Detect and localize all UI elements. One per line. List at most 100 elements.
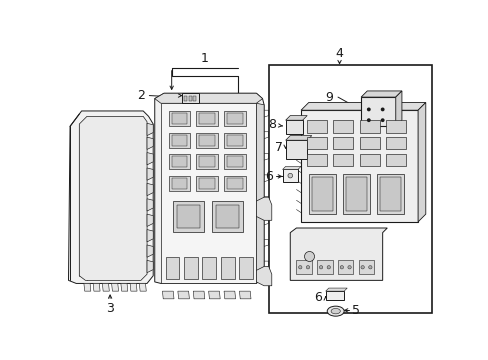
Polygon shape [256,266,271,286]
Bar [345,177,366,211]
Polygon shape [256,197,271,220]
Bar [183,96,187,101]
Bar [226,156,242,167]
Polygon shape [130,283,137,291]
Bar [301,110,417,222]
Circle shape [298,266,302,269]
Bar [211,201,242,232]
Polygon shape [147,245,153,257]
Bar [199,135,214,145]
Bar [168,132,190,148]
Bar [171,135,187,145]
Bar [202,257,216,279]
Circle shape [380,108,384,111]
Polygon shape [178,291,189,299]
Polygon shape [154,93,264,283]
Bar [215,205,238,228]
Bar [306,154,326,166]
Bar [226,178,242,189]
Bar [342,174,369,214]
Text: 9: 9 [324,91,332,104]
Circle shape [326,266,330,269]
Bar [337,260,353,274]
Polygon shape [208,291,220,299]
Bar [177,205,200,228]
Bar [385,154,405,166]
Polygon shape [325,288,346,291]
Ellipse shape [326,306,344,316]
Circle shape [368,266,371,269]
Text: 7: 7 [275,141,283,154]
Bar [224,132,245,148]
Polygon shape [147,153,153,165]
Bar [188,96,191,101]
Polygon shape [290,228,386,280]
Bar [224,154,245,170]
Text: 4: 4 [335,48,343,60]
Bar [199,178,214,189]
Bar [360,97,395,126]
Polygon shape [239,291,250,299]
Bar [196,132,218,148]
Circle shape [305,266,309,269]
Polygon shape [161,103,256,283]
Bar [239,257,253,279]
Bar [333,137,353,149]
Polygon shape [417,103,425,222]
Bar [376,174,404,214]
Polygon shape [147,230,153,242]
Bar [168,111,190,126]
Polygon shape [360,91,401,97]
Polygon shape [285,136,311,140]
Text: 6: 6 [264,170,272,183]
Text: 1: 1 [201,52,208,65]
Polygon shape [224,291,235,299]
Polygon shape [147,168,153,180]
Polygon shape [147,183,153,195]
Circle shape [340,266,343,269]
Bar [308,174,336,214]
Bar [325,291,344,300]
Bar [268,65,431,313]
Bar [285,140,306,159]
Ellipse shape [330,309,340,314]
Bar [199,113,214,124]
Polygon shape [68,111,153,283]
Polygon shape [139,283,146,291]
Polygon shape [182,93,199,103]
Bar [171,156,187,167]
Bar [196,176,218,191]
Polygon shape [147,123,153,136]
Circle shape [380,118,384,122]
Bar [173,201,203,232]
Bar [168,176,190,191]
Polygon shape [162,291,174,299]
Bar [317,260,332,274]
Polygon shape [121,283,127,291]
Bar [226,135,242,145]
Text: 6: 6 [313,291,321,304]
Circle shape [304,252,314,261]
Circle shape [366,108,370,111]
Bar [311,177,333,211]
Bar [171,113,187,124]
Circle shape [360,266,364,269]
Polygon shape [256,103,264,280]
Circle shape [319,266,322,269]
Polygon shape [147,260,153,273]
Text: 3: 3 [106,302,114,315]
Bar [306,120,326,132]
Bar [196,154,218,170]
Polygon shape [102,283,109,291]
Bar [358,260,373,274]
Bar [221,257,234,279]
Bar [285,120,302,134]
Bar [282,170,297,182]
Bar [171,178,187,189]
Bar [359,120,379,132]
Polygon shape [282,166,301,170]
Text: 5: 5 [352,304,360,317]
Text: 8: 8 [267,118,275,131]
Polygon shape [79,116,147,280]
Bar [165,257,179,279]
